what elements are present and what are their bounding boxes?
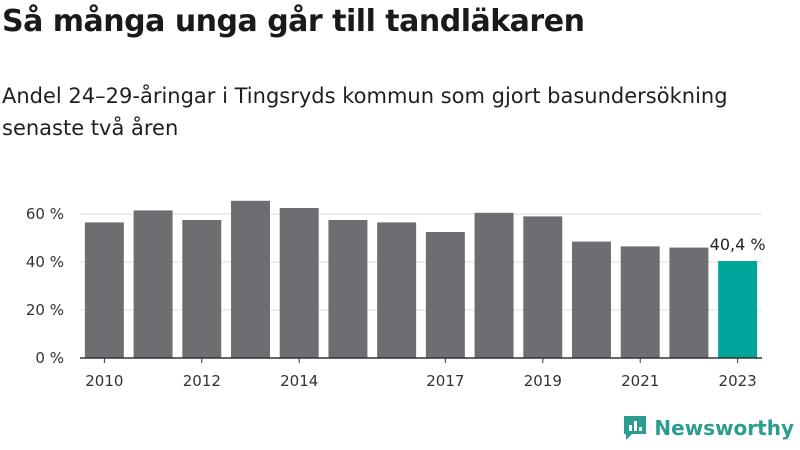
x-tick-label: 2012 (183, 372, 221, 390)
y-axis-ticks: 0 % 20 % 40 % 60 % (26, 205, 64, 367)
y-tick-label: 0 % (35, 349, 64, 367)
bar-2011 (133, 210, 173, 358)
brand-logo: Newsworthy (622, 414, 794, 442)
bar-labels: 40,4 % (710, 235, 766, 254)
bar-2018 (474, 212, 514, 358)
bar-2015 (328, 220, 368, 358)
y-tick-label: 40 % (26, 253, 64, 271)
x-tick-label: 2019 (524, 372, 562, 390)
x-tick-label: 2017 (426, 372, 464, 390)
bar-2021 (620, 246, 660, 358)
y-tick-label: 60 % (26, 205, 64, 223)
bar-2013 (231, 200, 270, 358)
bar-2014 (279, 208, 319, 358)
x-tick-label: 2010 (85, 372, 123, 390)
bar-2016 (377, 222, 417, 358)
highlight-value-label: 40,4 % (710, 235, 766, 254)
bar-2010 (84, 222, 124, 358)
newsworthy-logo-icon (624, 416, 647, 440)
x-axis-ticks: 2010 2012 2014 2017 2019 2021 2023 (85, 358, 757, 390)
bar-2022 (669, 247, 709, 358)
bar-2023 (718, 261, 758, 358)
chart-title: Så många unga går till tandläkaren (2, 4, 585, 39)
bars (84, 200, 758, 358)
bar-2020 (572, 241, 611, 358)
bar-2012 (182, 220, 222, 358)
bar-2017 (425, 232, 465, 358)
chart-subtitle: Andel 24–29-åringar i Tingsryds kommun s… (2, 84, 728, 140)
brand-name: Newsworthy (654, 416, 794, 440)
x-tick-label: 2023 (719, 372, 757, 390)
y-tick-label: 20 % (26, 301, 64, 319)
x-tick-label: 2014 (280, 372, 318, 390)
bar-2019 (523, 216, 563, 358)
x-tick-label: 2021 (621, 372, 659, 390)
